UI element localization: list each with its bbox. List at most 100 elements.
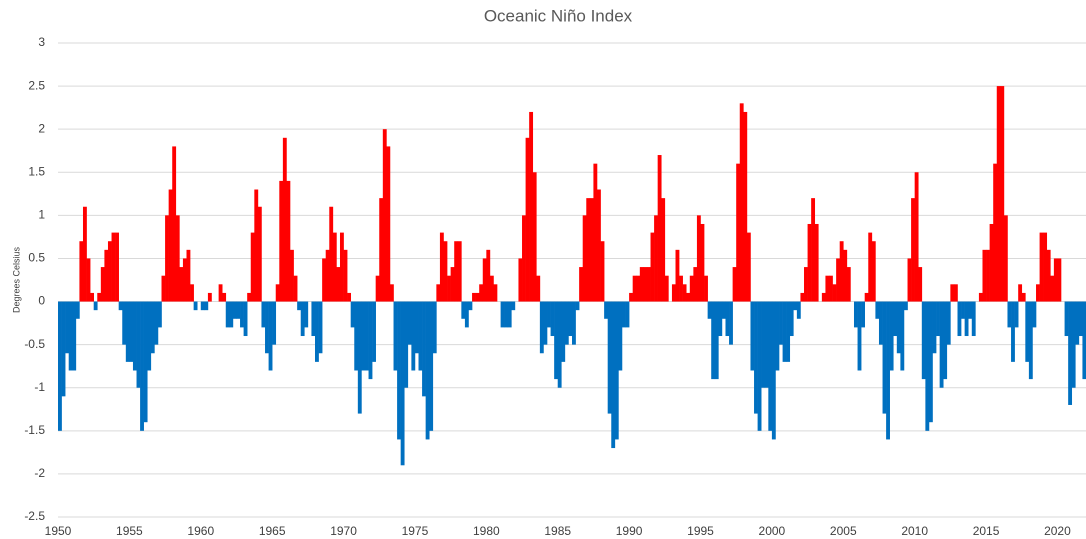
bar bbox=[1000, 86, 1005, 302]
bar bbox=[293, 275, 298, 302]
bar bbox=[732, 267, 737, 302]
bar bbox=[1050, 275, 1055, 302]
bar bbox=[1043, 232, 1048, 302]
bar bbox=[875, 301, 880, 319]
bar bbox=[950, 284, 955, 302]
bar bbox=[1011, 301, 1015, 362]
bar bbox=[525, 137, 530, 302]
bar bbox=[504, 301, 509, 328]
bar bbox=[789, 301, 794, 337]
bar bbox=[1046, 249, 1051, 302]
bar bbox=[336, 267, 341, 302]
bar bbox=[539, 301, 544, 354]
bar bbox=[90, 292, 94, 302]
bar bbox=[454, 241, 459, 302]
bar bbox=[786, 301, 791, 362]
bar bbox=[186, 249, 191, 302]
bar bbox=[207, 292, 212, 302]
bar bbox=[157, 301, 162, 328]
bar bbox=[746, 232, 751, 302]
bar bbox=[882, 301, 887, 414]
bar bbox=[1036, 284, 1040, 302]
bar bbox=[1082, 301, 1086, 380]
bar bbox=[93, 301, 98, 311]
bar bbox=[918, 267, 923, 302]
bar bbox=[165, 215, 169, 302]
bar bbox=[886, 301, 890, 440]
bar bbox=[368, 301, 373, 380]
bar bbox=[896, 301, 901, 354]
bar bbox=[621, 301, 626, 328]
bar bbox=[254, 189, 259, 302]
bar bbox=[679, 275, 683, 302]
bar bbox=[507, 301, 512, 328]
bar bbox=[375, 275, 380, 302]
bar bbox=[261, 301, 266, 328]
bar bbox=[282, 137, 287, 302]
bar bbox=[286, 180, 291, 302]
bar bbox=[796, 301, 801, 319]
bar bbox=[257, 206, 262, 302]
bar bbox=[536, 275, 541, 302]
bar bbox=[447, 275, 451, 302]
bar bbox=[343, 249, 348, 302]
bar bbox=[204, 301, 209, 311]
bar bbox=[903, 301, 908, 311]
bar bbox=[107, 241, 112, 302]
y-tick-label: -1.5 bbox=[24, 423, 45, 437]
bar bbox=[739, 103, 744, 302]
x-tick-label: 2005 bbox=[830, 524, 857, 538]
bar bbox=[379, 198, 384, 302]
bar bbox=[925, 301, 930, 431]
bar bbox=[418, 301, 423, 371]
bar bbox=[1039, 232, 1044, 302]
bar bbox=[893, 301, 898, 337]
bar bbox=[579, 267, 584, 302]
bar bbox=[479, 284, 484, 302]
bar bbox=[1064, 301, 1069, 337]
bar bbox=[240, 301, 244, 328]
bar bbox=[382, 129, 387, 302]
bar bbox=[989, 223, 994, 302]
bar bbox=[718, 301, 723, 337]
bar bbox=[297, 301, 302, 311]
bar bbox=[1075, 301, 1080, 345]
bar bbox=[889, 301, 894, 371]
bar bbox=[779, 301, 783, 345]
bar bbox=[304, 301, 309, 328]
bar bbox=[968, 301, 973, 319]
bar bbox=[704, 275, 708, 302]
bar bbox=[682, 284, 687, 302]
bar bbox=[393, 301, 398, 371]
bar bbox=[140, 301, 144, 431]
bar bbox=[86, 258, 91, 302]
bar bbox=[964, 301, 969, 337]
bar bbox=[75, 301, 80, 319]
bar bbox=[129, 301, 134, 362]
bar bbox=[72, 301, 77, 371]
bar bbox=[643, 267, 648, 302]
bar bbox=[400, 301, 405, 466]
bar bbox=[675, 249, 680, 302]
bar bbox=[764, 301, 769, 388]
bar bbox=[429, 301, 434, 431]
bar bbox=[350, 301, 355, 328]
x-tick-label: 1995 bbox=[687, 524, 714, 538]
bar bbox=[639, 267, 644, 302]
bar bbox=[97, 292, 102, 302]
bar bbox=[900, 301, 905, 371]
bar bbox=[661, 198, 666, 302]
bar bbox=[265, 301, 269, 354]
bar bbox=[357, 301, 362, 414]
bar bbox=[290, 249, 294, 302]
bar bbox=[607, 301, 612, 414]
bar bbox=[236, 301, 241, 319]
bar bbox=[100, 267, 105, 302]
bar bbox=[1071, 301, 1076, 388]
bar bbox=[147, 301, 152, 371]
bar bbox=[650, 232, 655, 302]
y-axis-title: Degrees Celsius bbox=[11, 246, 21, 313]
bar bbox=[532, 172, 537, 302]
bar bbox=[582, 215, 587, 302]
